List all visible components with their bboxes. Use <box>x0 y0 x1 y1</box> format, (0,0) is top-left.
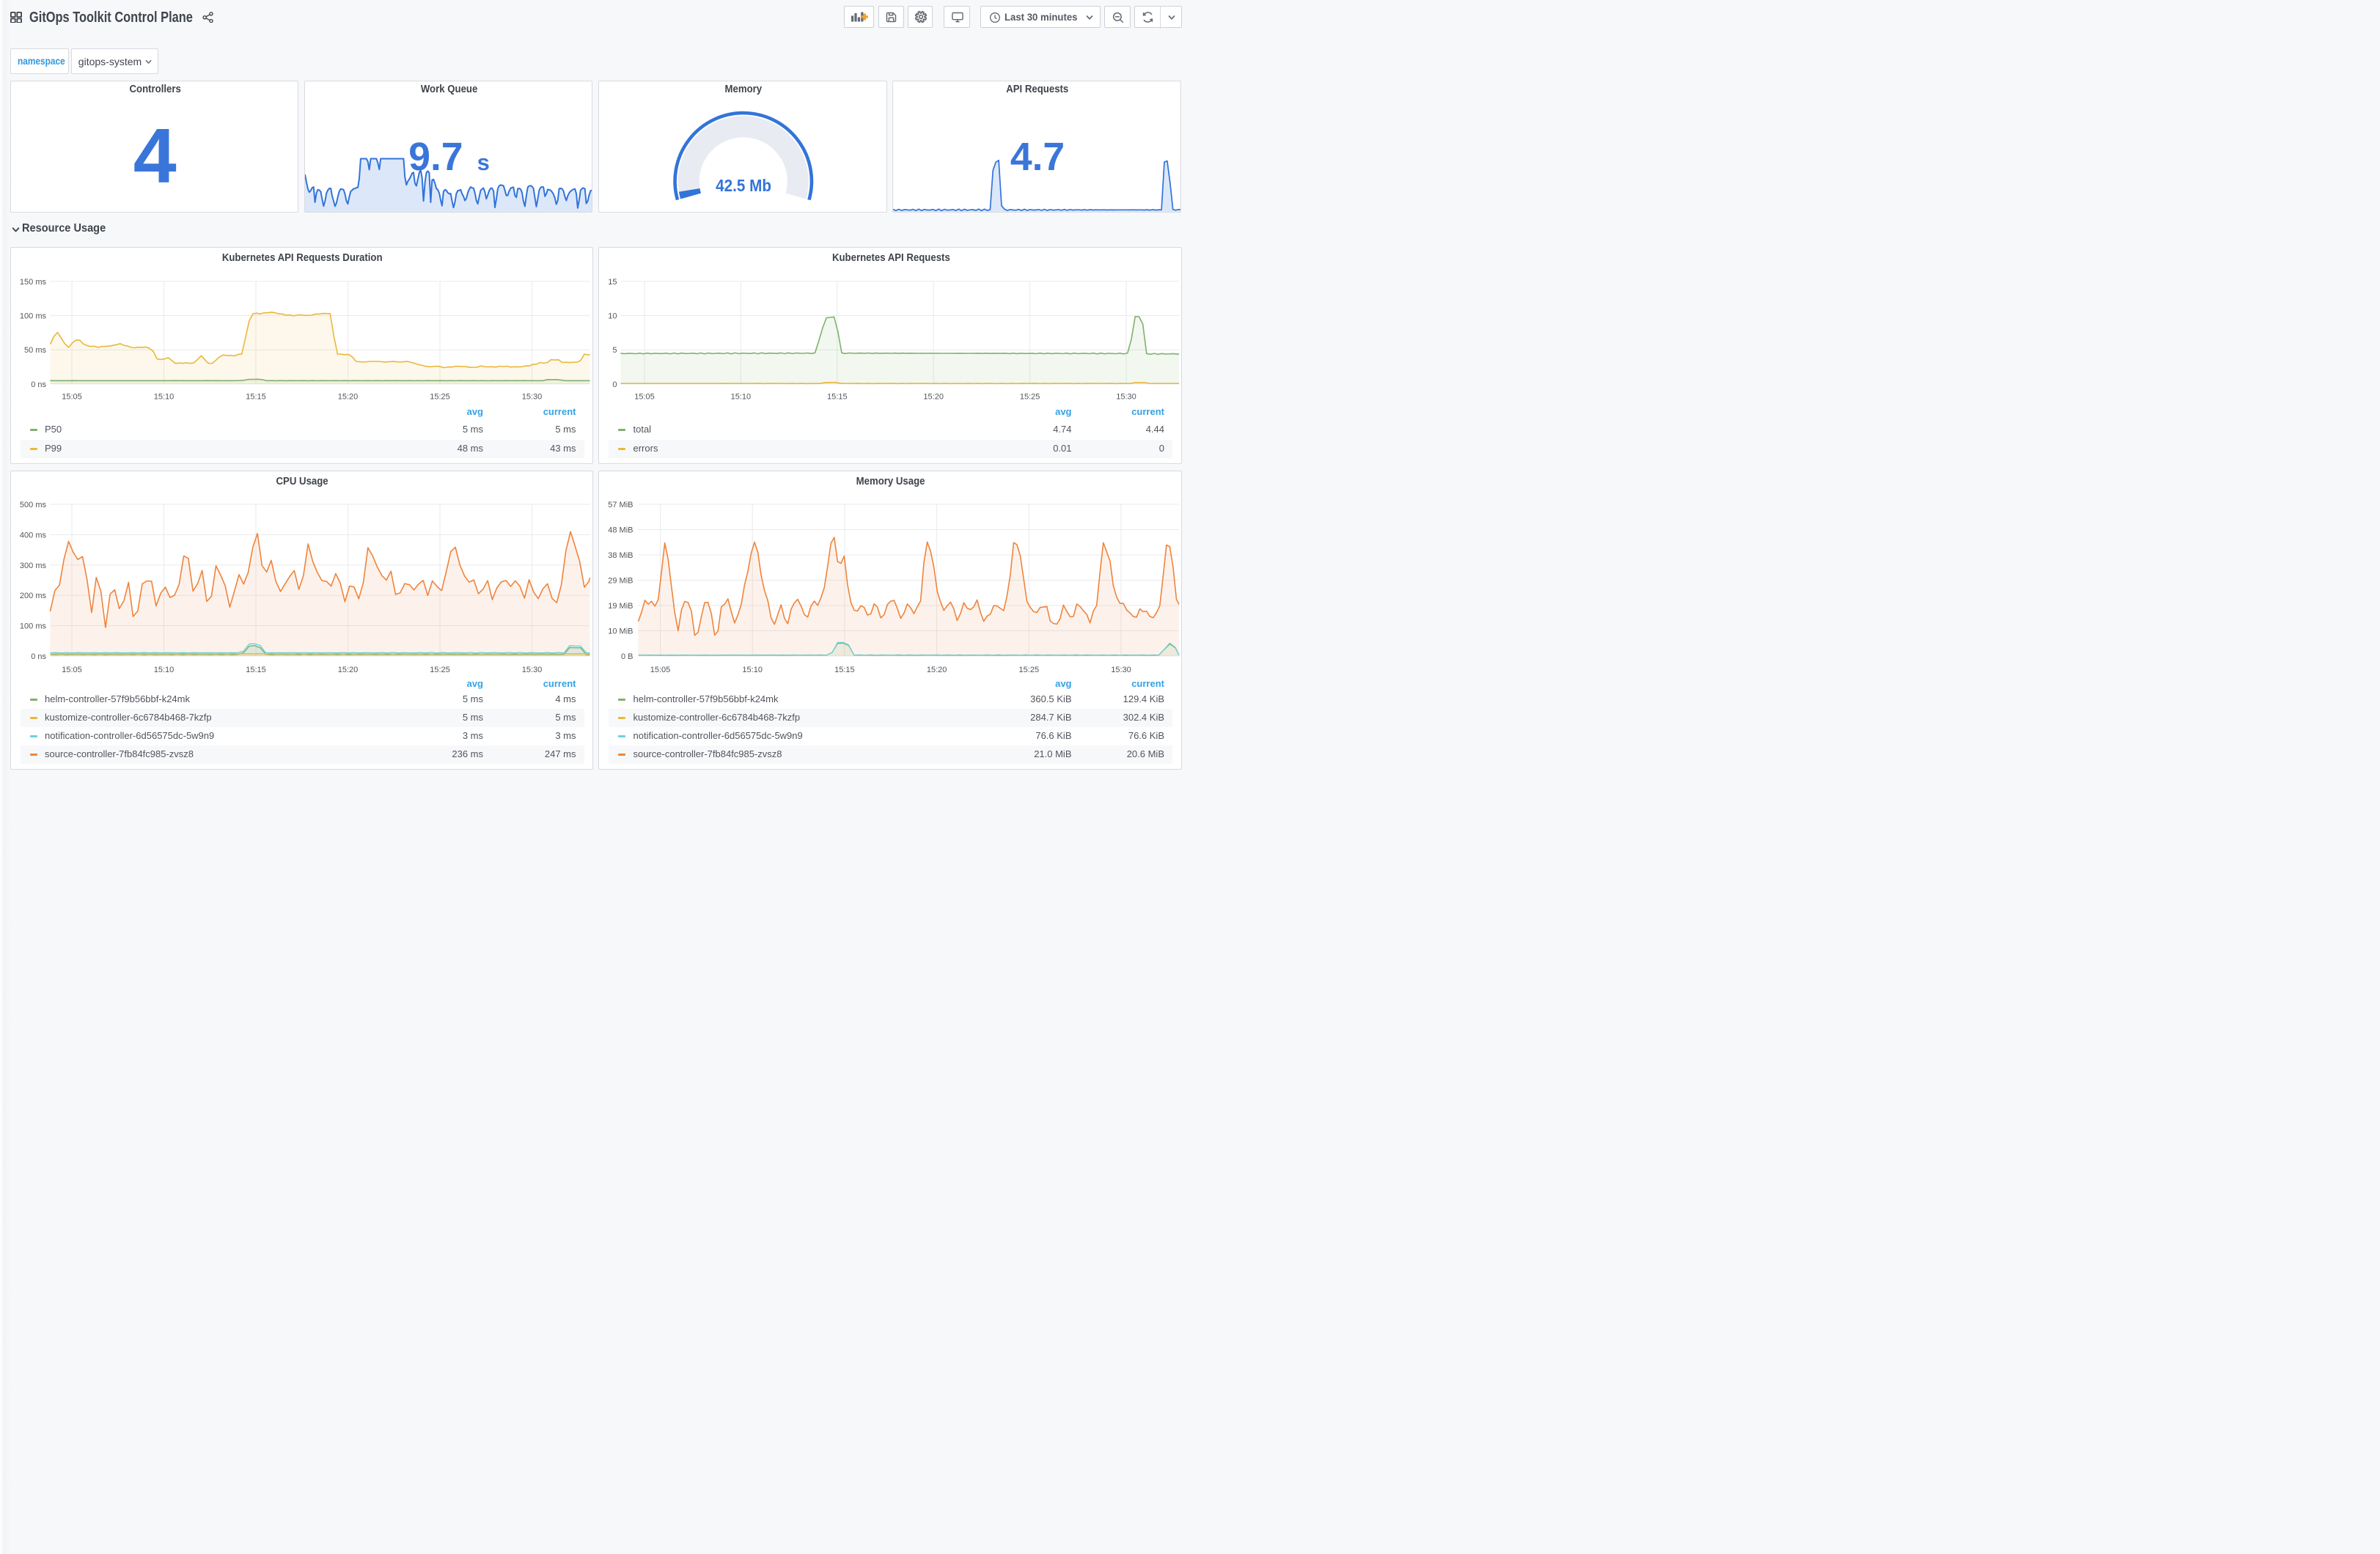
svg-text:48 MiB: 48 MiB <box>608 526 633 534</box>
svg-text:29 MiB: 29 MiB <box>608 576 633 585</box>
svg-text:15:15: 15:15 <box>834 666 855 674</box>
svg-text:15:15: 15:15 <box>827 393 848 402</box>
svg-text:15:05: 15:05 <box>62 393 82 402</box>
svg-text:15:05: 15:05 <box>650 666 671 674</box>
svg-text:400 ms: 400 ms <box>19 531 46 540</box>
svg-text:15:25: 15:25 <box>430 393 450 402</box>
svg-text:150 ms: 150 ms <box>19 278 46 287</box>
svg-text:0 ns: 0 ns <box>31 652 46 661</box>
svg-text:15:10: 15:10 <box>731 393 752 402</box>
svg-text:5: 5 <box>612 346 617 355</box>
svg-text:15:20: 15:20 <box>337 666 358 674</box>
svg-text:15:20: 15:20 <box>927 666 947 674</box>
svg-text:15:30: 15:30 <box>521 393 542 402</box>
svg-text:15: 15 <box>608 278 617 287</box>
svg-text:0: 0 <box>612 380 617 389</box>
svg-text:15:15: 15:15 <box>246 666 266 674</box>
svg-text:50 ms: 50 ms <box>24 346 46 355</box>
svg-text:15:10: 15:10 <box>742 666 763 674</box>
svg-text:200 ms: 200 ms <box>19 592 46 600</box>
svg-text:15:10: 15:10 <box>153 393 174 402</box>
svg-text:15:25: 15:25 <box>430 666 450 674</box>
svg-text:15:25: 15:25 <box>1020 393 1040 402</box>
svg-text:15:20: 15:20 <box>337 393 358 402</box>
svg-text:0 ns: 0 ns <box>31 380 46 389</box>
svg-text:15:05: 15:05 <box>634 393 655 402</box>
svg-text:300 ms: 300 ms <box>19 561 46 570</box>
svg-text:500 ms: 500 ms <box>19 501 46 509</box>
svg-text:100 ms: 100 ms <box>19 312 46 321</box>
svg-text:100 ms: 100 ms <box>19 622 46 630</box>
svg-text:10 MiB: 10 MiB <box>608 627 633 636</box>
svg-text:15:30: 15:30 <box>521 666 542 674</box>
svg-text:10: 10 <box>608 312 617 321</box>
svg-text:15:30: 15:30 <box>1111 666 1131 674</box>
svg-text:38 MiB: 38 MiB <box>608 551 633 560</box>
svg-text:15:20: 15:20 <box>923 393 944 402</box>
svg-text:15:10: 15:10 <box>153 666 174 674</box>
svg-text:15:30: 15:30 <box>1116 393 1136 402</box>
svg-text:15:05: 15:05 <box>62 666 82 674</box>
svg-text:57 MiB: 57 MiB <box>608 501 633 509</box>
svg-text:19 MiB: 19 MiB <box>608 602 633 611</box>
svg-text:0 B: 0 B <box>621 652 633 661</box>
svg-text:15:15: 15:15 <box>246 393 266 402</box>
svg-text:15:25: 15:25 <box>1019 666 1040 674</box>
